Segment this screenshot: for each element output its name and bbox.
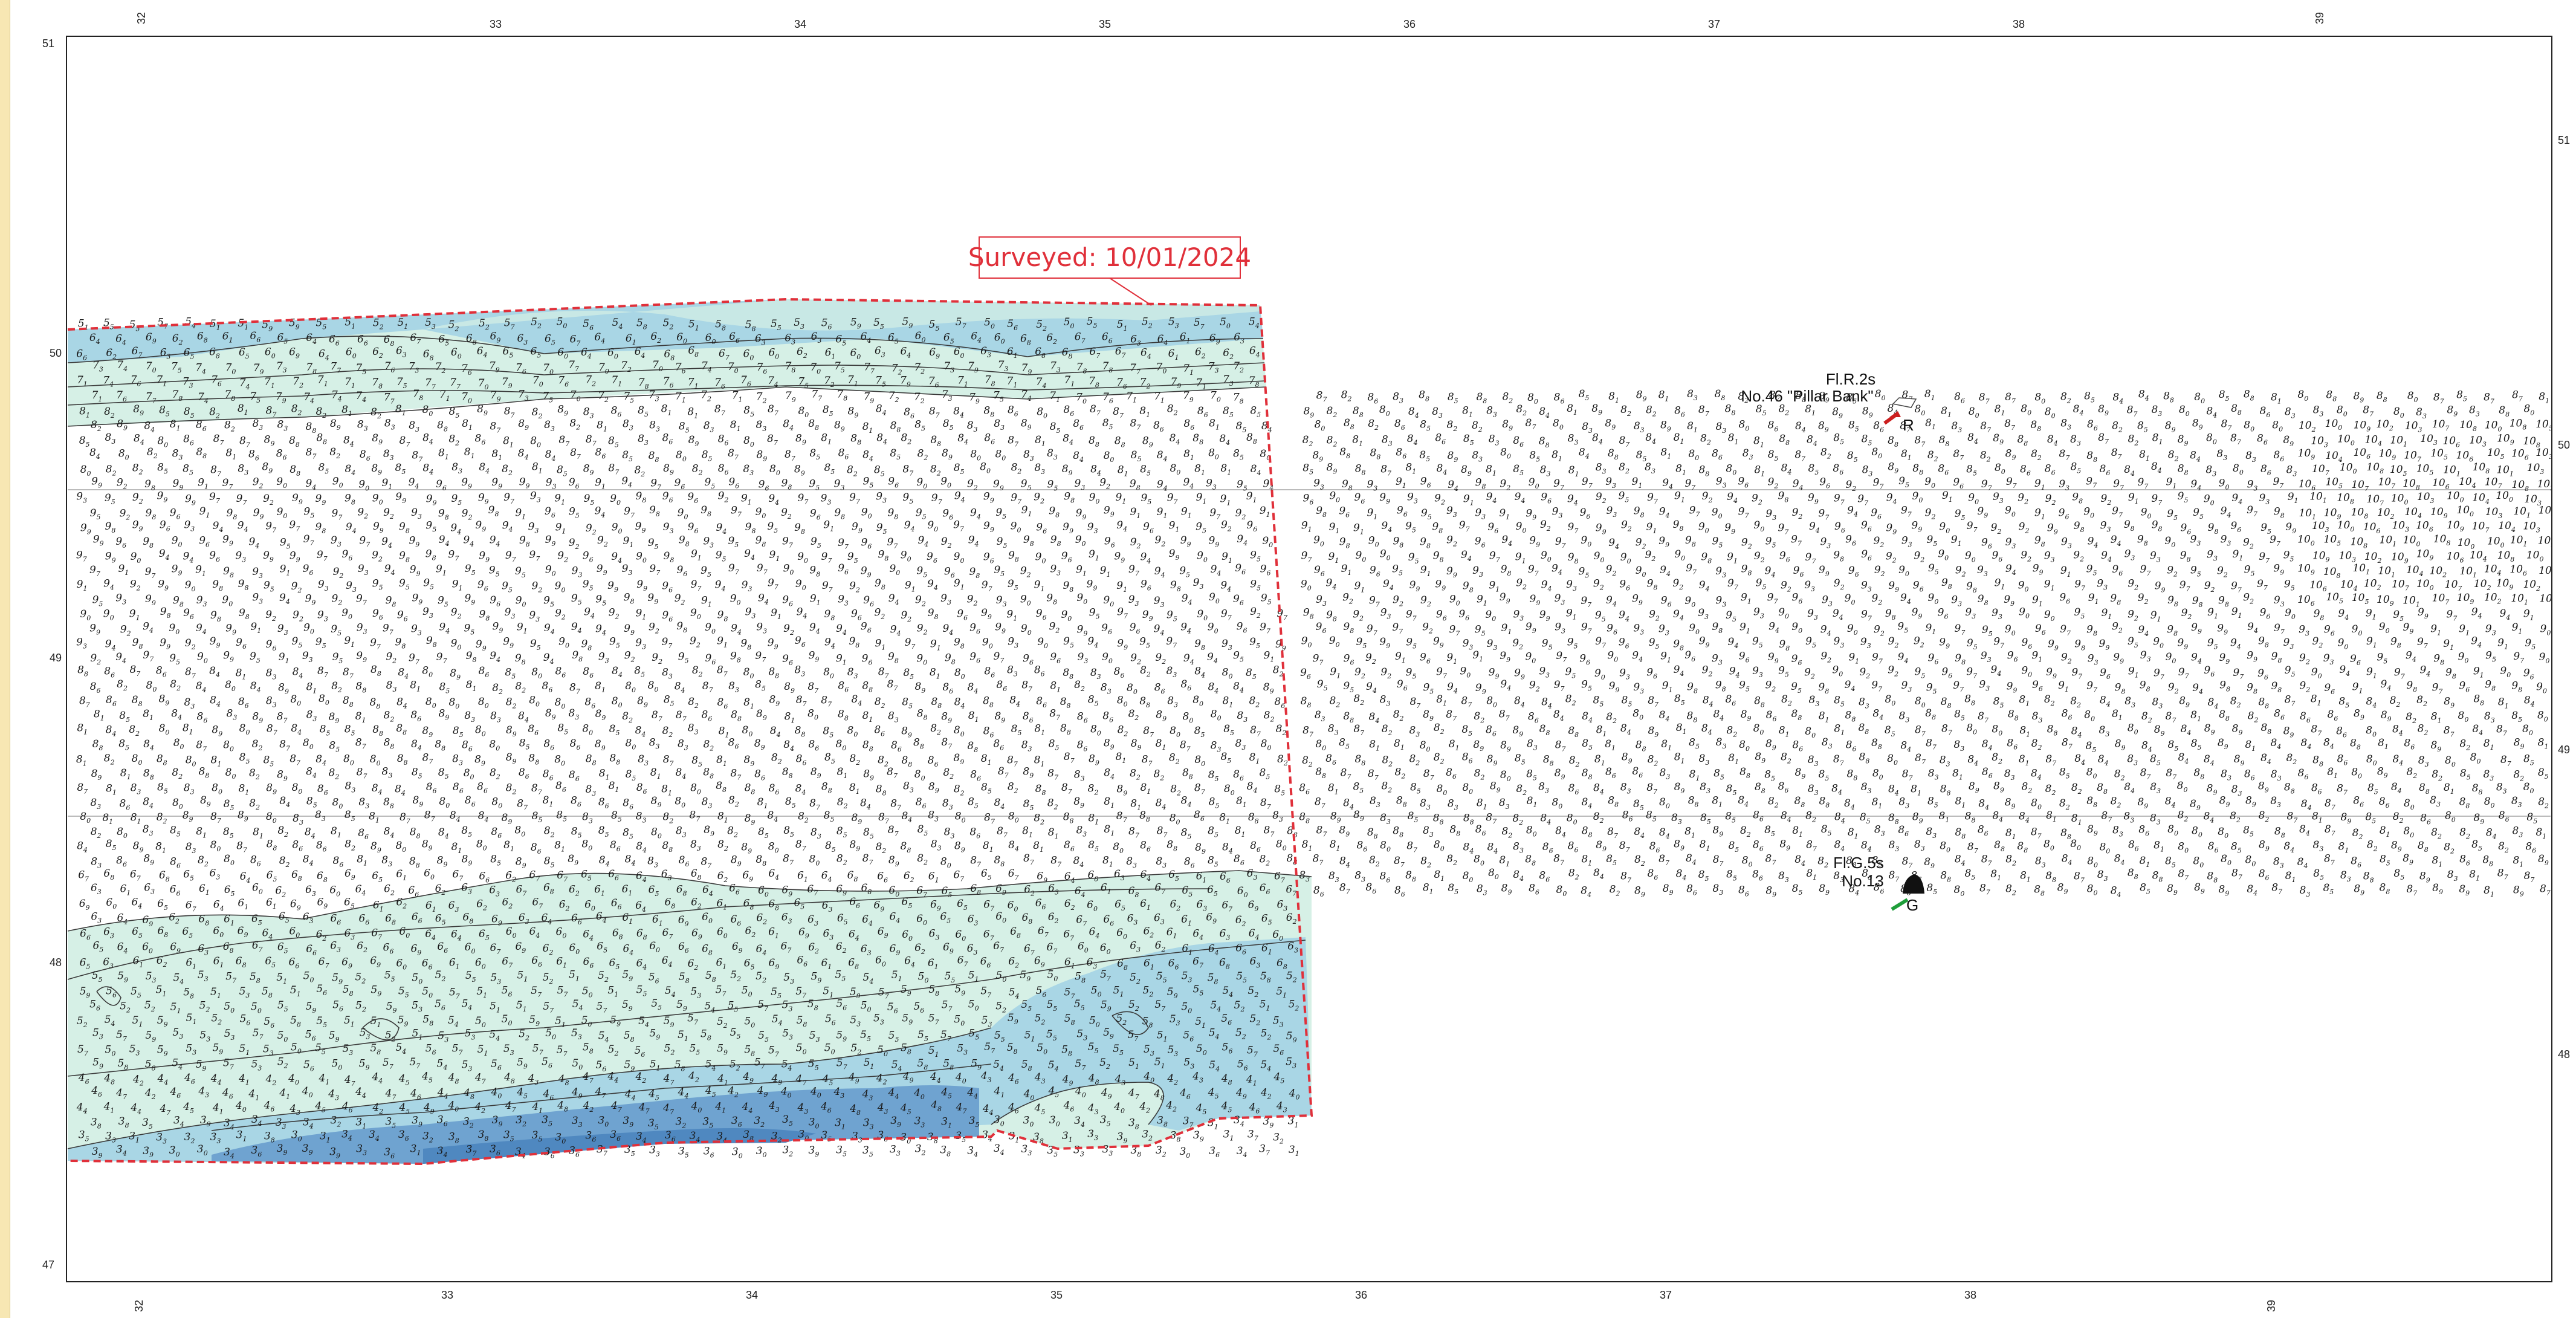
top-label-33: 33 bbox=[490, 18, 502, 30]
left-label-50: 50 bbox=[50, 347, 62, 359]
right-label-48: 48 bbox=[2558, 1048, 2570, 1060]
survey-stamp-text: Surveyed: 10/01/2024 bbox=[968, 242, 1251, 272]
top-label-36: 36 bbox=[1403, 18, 1416, 30]
top-band-lighter bbox=[423, 299, 1260, 331]
right-label-51: 51 bbox=[2558, 134, 2570, 146]
right-label-49: 49 bbox=[2558, 744, 2570, 756]
left-margin-strip bbox=[0, 0, 10, 1318]
top-label-35: 35 bbox=[1099, 18, 1111, 30]
frame-labels-left: 51 50 49 48 47 bbox=[42, 37, 62, 1271]
depth-sounding: 109 bbox=[2538, 535, 2555, 549]
bottom-label-37: 37 bbox=[1660, 1289, 1672, 1301]
depth-sounding: 108 bbox=[2539, 504, 2556, 518]
top-label-39: 39 bbox=[2314, 12, 2326, 24]
bottom-label-34: 34 bbox=[746, 1289, 758, 1301]
left-label-48: 48 bbox=[50, 956, 62, 969]
pillar-bank-light-label: Fl.R.2s bbox=[1826, 370, 1875, 388]
latitude-lines bbox=[68, 489, 2551, 817]
depth-contours bbox=[67, 336, 1312, 1149]
top-label-37: 37 bbox=[1708, 18, 1720, 30]
top-label-32: 32 bbox=[135, 12, 147, 24]
no13-letter: G bbox=[1906, 896, 1918, 914]
right-label-50: 50 bbox=[2558, 439, 2570, 451]
frame-labels-top: 32 33 34 35 36 37 38 39 bbox=[135, 12, 2326, 30]
frame-labels-right: 51 50 49 48 bbox=[2558, 134, 2570, 1060]
pillar-bank-name-label: No.46 "Pillar Bank" bbox=[1741, 387, 1873, 405]
bottom-label-36: 36 bbox=[1355, 1289, 1367, 1301]
bottom-label-32: 32 bbox=[133, 1300, 145, 1312]
no13-name-label: No.13 bbox=[1842, 872, 1883, 890]
top-label-38: 38 bbox=[2013, 18, 2025, 30]
depth-sounding: 109 bbox=[2539, 592, 2557, 606]
left-label-47: 47 bbox=[42, 1259, 54, 1271]
left-label-51: 51 bbox=[42, 37, 54, 50]
frame-labels-bottom: 32 33 34 35 36 37 38 39 bbox=[133, 1289, 2277, 1312]
bottom-mid-shallow-zone bbox=[991, 937, 1312, 1131]
pillar-bank-letter: R bbox=[1903, 416, 1914, 434]
bottom-label-35: 35 bbox=[1050, 1289, 1063, 1301]
bottom-label-38: 38 bbox=[1964, 1289, 1976, 1301]
bottom-label-39: 39 bbox=[2265, 1300, 2277, 1312]
bottom-label-33: 33 bbox=[441, 1289, 453, 1301]
top-label-34: 34 bbox=[794, 18, 806, 30]
no13-light-label: Fl.G.5s bbox=[1833, 854, 1884, 872]
left-label-49: 49 bbox=[50, 652, 62, 664]
depth-sounding: 100 bbox=[2539, 565, 2556, 579]
bottom-deep-zone bbox=[212, 1085, 979, 1164]
